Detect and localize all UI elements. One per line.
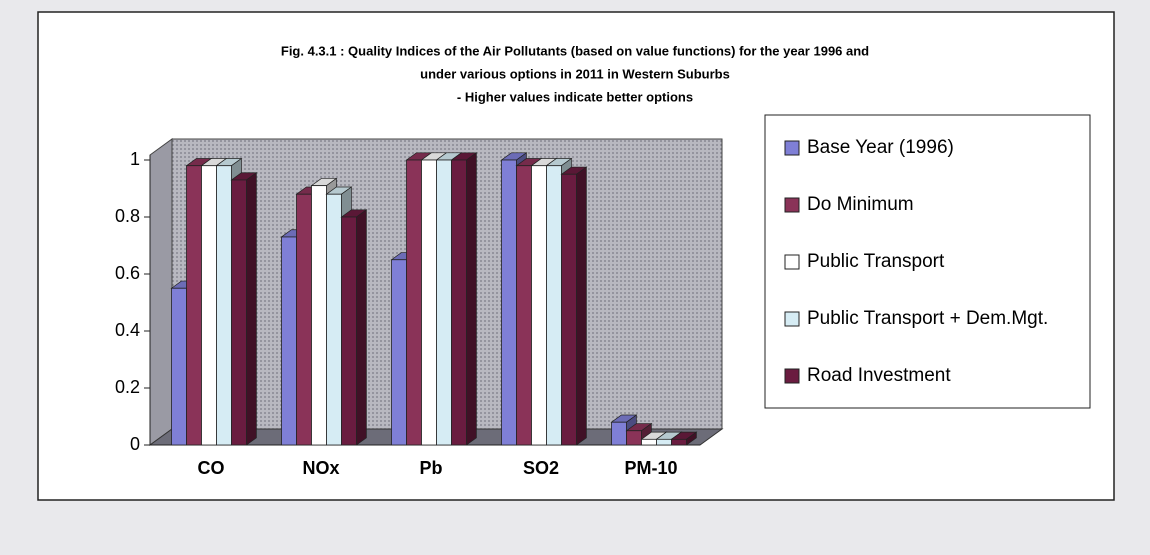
legend-swatch: [784, 311, 800, 327]
x-tick-label: NOx: [302, 458, 339, 478]
bar: [436, 159, 452, 446]
bar: [501, 159, 517, 446]
x-tick-label: Pb: [419, 458, 442, 478]
legend-swatch: [784, 197, 800, 213]
bar: [656, 438, 672, 446]
bar: [186, 165, 202, 446]
bar: [296, 193, 312, 446]
legend-label: Public Transport: [807, 251, 945, 272]
bar: [406, 159, 422, 446]
legend-swatch: [784, 140, 800, 156]
bar: [391, 259, 407, 446]
legend-label: Do Minimum: [807, 194, 914, 215]
bar: [626, 430, 642, 446]
bar: [561, 173, 577, 446]
bar: [546, 165, 562, 446]
bar: [326, 193, 342, 446]
legend-box: [764, 114, 1091, 409]
bar: [421, 159, 437, 446]
x-tick-label: PM-10: [624, 458, 677, 478]
bar: [216, 165, 232, 446]
chart-title: Fig. 4.3.1 : Quality Indices of the Air …: [281, 43, 869, 58]
bar: [611, 421, 627, 446]
bar: [311, 185, 327, 446]
bar-side: [356, 209, 367, 446]
y-tick-label: 0.6: [115, 263, 140, 283]
bar: [201, 165, 217, 446]
x-tick-label: SO2: [523, 458, 559, 478]
legend-label: Base Year (1996): [807, 137, 954, 158]
bar: [281, 236, 297, 446]
legend-label: Public Transport + Dem.Mgt.: [807, 308, 1048, 329]
bar-side: [576, 166, 587, 446]
bar: [341, 216, 357, 446]
bar: [231, 179, 247, 446]
chart-subtitle: under various options in 2011 in Western…: [420, 66, 730, 81]
y-tick-label: 0.8: [115, 206, 140, 226]
legend-swatch: [784, 254, 800, 270]
bar: [451, 159, 467, 446]
y-tick-label: 1: [130, 149, 140, 169]
y-tick-label: 0.4: [115, 320, 140, 340]
bar: [531, 165, 547, 446]
bar: [171, 287, 187, 446]
bar-side: [466, 152, 477, 446]
bar-side: [246, 172, 257, 446]
legend-label: Road Investment: [807, 365, 951, 386]
bar: [671, 438, 687, 446]
legend-swatch: [784, 368, 800, 384]
side-wall: [149, 138, 173, 446]
y-tick-label: 0: [130, 434, 140, 454]
chart-annotation: - Higher values indicate better options: [457, 89, 693, 104]
bar: [516, 165, 532, 446]
y-tick-label: 0.2: [115, 377, 140, 397]
x-tick-label: CO: [198, 458, 225, 478]
bar: [641, 438, 657, 446]
